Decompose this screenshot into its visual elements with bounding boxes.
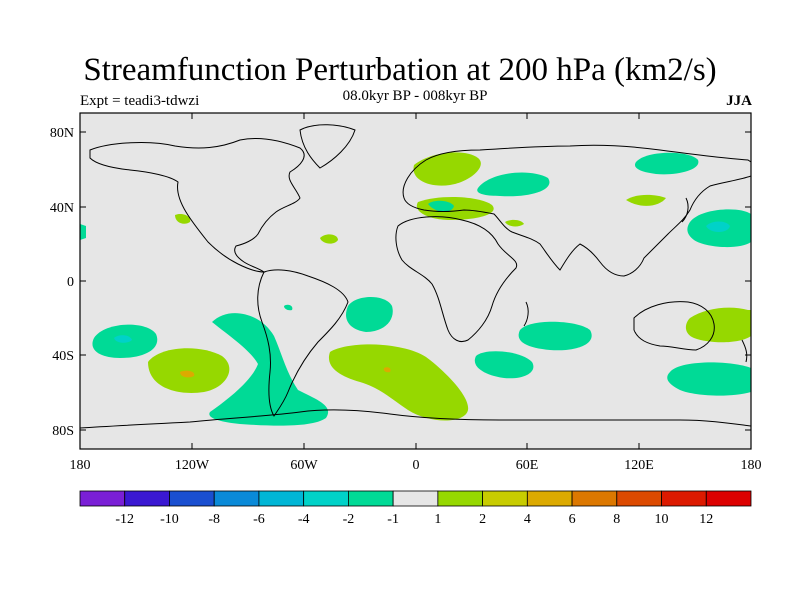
colorbar-swatch bbox=[79, 490, 126, 507]
experiment-label: Expt = teadi3-tdwzi bbox=[80, 93, 200, 109]
coast-africa bbox=[395, 216, 518, 343]
coast-japan bbox=[681, 197, 689, 223]
latitude-labels: 80N 40N 0 40S 80S bbox=[50, 126, 74, 439]
colorbar-swatch bbox=[392, 490, 439, 507]
colorbar-swatch bbox=[571, 490, 618, 507]
coast-madagascar bbox=[523, 301, 529, 327]
colorbar-swatch bbox=[124, 490, 170, 507]
colorbar-label: 4 bbox=[524, 512, 531, 527]
contour-central-asia-small bbox=[505, 219, 524, 227]
colorbar-swatch bbox=[347, 490, 394, 507]
colorbar-label: -10 bbox=[160, 512, 179, 527]
lon-label: 60W bbox=[290, 458, 318, 473]
colorbar-swatch bbox=[482, 490, 528, 507]
contour-small-sa bbox=[284, 304, 293, 311]
contour-scandinavia bbox=[413, 152, 481, 186]
contour-atlantic-west bbox=[80, 224, 86, 240]
colorbar-label: 12 bbox=[699, 512, 713, 527]
lon-label: 60E bbox=[516, 458, 539, 473]
contour-n-asia-2 bbox=[634, 152, 699, 175]
contour-indian-teal bbox=[518, 321, 592, 351]
contour-s-atlantic bbox=[328, 344, 469, 421]
contour-indian-east bbox=[685, 307, 751, 343]
colorbar-label: -2 bbox=[343, 512, 355, 527]
coast-antarctica bbox=[80, 409, 751, 429]
contour-n-asia-1 bbox=[477, 172, 550, 197]
colorbar-label: -6 bbox=[253, 512, 265, 527]
colorbar-swatch bbox=[661, 490, 707, 507]
colorbar-label: -1 bbox=[387, 512, 399, 527]
coast-south-america bbox=[257, 269, 349, 417]
lat-label: 0 bbox=[67, 275, 74, 290]
colorbar-swatch bbox=[303, 490, 349, 507]
contour-s-atlantic-teal bbox=[346, 297, 393, 332]
colorbar-swatch bbox=[437, 490, 484, 507]
colorbar bbox=[79, 490, 752, 507]
lat-label: 40N bbox=[50, 201, 74, 216]
colorbar-swatch bbox=[705, 490, 752, 507]
season-label: JJA bbox=[726, 93, 752, 109]
colorbar-label: 8 bbox=[613, 512, 620, 527]
colorbar-swatch bbox=[169, 490, 215, 507]
contour-s-atlantic-orange bbox=[383, 367, 391, 373]
colorbar-label: 6 bbox=[569, 512, 576, 527]
colorbar-label: 1 bbox=[434, 512, 441, 527]
lon-label: 180 bbox=[70, 458, 91, 473]
colorbar-label: -8 bbox=[208, 512, 220, 527]
contour-atlantic-small bbox=[320, 234, 338, 244]
coastlines bbox=[80, 124, 751, 429]
lon-label: 120W bbox=[175, 458, 210, 473]
colorbar-swatch bbox=[213, 490, 260, 507]
contour-s-indian-teal bbox=[474, 351, 534, 379]
colorbar-labels: -12 -10 -8 -6 -4 -2 -1 1 2 4 6 8 10 12 bbox=[115, 512, 713, 527]
colorbar-swatch bbox=[526, 490, 573, 507]
contour-s-pacific-orange bbox=[180, 370, 195, 378]
lat-label: 80N bbox=[50, 126, 74, 141]
contour-east-asia bbox=[626, 194, 666, 206]
lon-label: 120E bbox=[624, 458, 654, 473]
colorbar-label: -4 bbox=[298, 512, 310, 527]
coast-australia bbox=[633, 301, 715, 351]
lat-label: 80S bbox=[52, 424, 74, 439]
contour-nw-pacific-core bbox=[706, 221, 730, 232]
coast-eurasia bbox=[402, 144, 751, 277]
colorbar-swatch bbox=[616, 490, 662, 507]
colorbar-label: 2 bbox=[479, 512, 486, 527]
lat-label: 40S bbox=[52, 349, 74, 364]
longitude-labels: 180 120W 60W 0 60E 120E 180 bbox=[70, 458, 762, 473]
contour-south-america bbox=[209, 313, 329, 426]
coast-nz bbox=[741, 339, 748, 363]
contour-pacific-west bbox=[175, 213, 191, 224]
coast-greenland bbox=[299, 124, 356, 169]
contour-s-pacific-core bbox=[114, 335, 132, 343]
colorbar-label: -12 bbox=[115, 512, 134, 527]
contour-s-pacific bbox=[148, 348, 230, 393]
contour-fields bbox=[80, 152, 751, 426]
plot-subtitle: 08.0kyr BP - 008kyr BP bbox=[342, 88, 488, 104]
lon-label: 180 bbox=[741, 458, 762, 473]
contour-se-pacific bbox=[667, 362, 751, 396]
coast-north-america bbox=[89, 137, 305, 273]
axis-ticks bbox=[80, 113, 751, 449]
lon-label: 0 bbox=[413, 458, 420, 473]
colorbar-label: 10 bbox=[655, 512, 669, 527]
plot-title: Streamfunction Perturbation at 200 hPa (… bbox=[83, 52, 717, 88]
contour-europe-teal bbox=[428, 200, 454, 212]
colorbar-swatch bbox=[258, 490, 305, 507]
